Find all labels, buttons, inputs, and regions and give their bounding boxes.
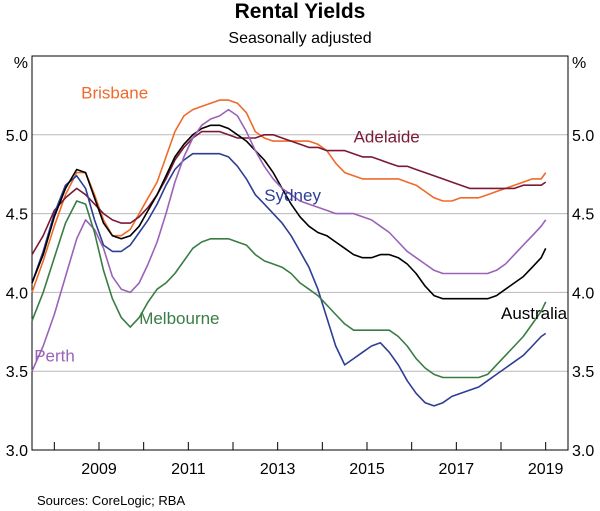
y-tick-label-right: 3.0 — [572, 443, 594, 460]
y-unit-right: % — [572, 55, 586, 72]
x-tick-label: 2011 — [171, 461, 206, 478]
y-tick-label-left: 4.5 — [6, 207, 28, 224]
series-label-australia: Australia — [501, 304, 568, 323]
series-label-perth: Perth — [34, 347, 75, 366]
series-line-perth — [32, 110, 546, 372]
y-tick-label-left: 4.0 — [6, 285, 28, 302]
y-unit-left: % — [14, 55, 28, 72]
x-tick-label: 2013 — [260, 461, 296, 478]
y-tick-label-left: 3.5 — [6, 364, 28, 381]
series-label-adelaide: Adelaide — [354, 128, 420, 147]
series-line-melbourne — [32, 201, 546, 378]
x-tick-label: 2009 — [81, 461, 117, 478]
source-note: Sources: CoreLogic; RBA — [37, 493, 185, 508]
axis-ticks: 3.0 3.0 3.5 3.5 4.0 4.0 4.5 4.5 5.0 5.0 2009 2011 20… — [6, 128, 595, 478]
y-tick-label-left: 5.0 — [6, 128, 28, 145]
x-tick-label: 2017 — [439, 461, 475, 478]
x-tick-label: 2015 — [349, 461, 385, 478]
y-tick-label-right: 4.5 — [572, 207, 594, 224]
series-lines — [32, 100, 546, 406]
y-tick-label-right: 4.0 — [572, 285, 594, 302]
y-tick-label-left: 3.0 — [6, 443, 28, 460]
series-labels: Brisbane Adelaide Sydney Australia Perth Melb… — [34, 84, 567, 366]
series-label-melbourne: Melbourne — [139, 309, 219, 328]
series-label-brisbane: Brisbane — [81, 84, 148, 103]
y-tick-label-right: 3.5 — [572, 364, 594, 381]
series-label-sydney: Sydney — [264, 186, 321, 205]
x-tick-label: 2019 — [528, 461, 564, 478]
y-tick-label-right: 5.0 — [572, 128, 594, 145]
